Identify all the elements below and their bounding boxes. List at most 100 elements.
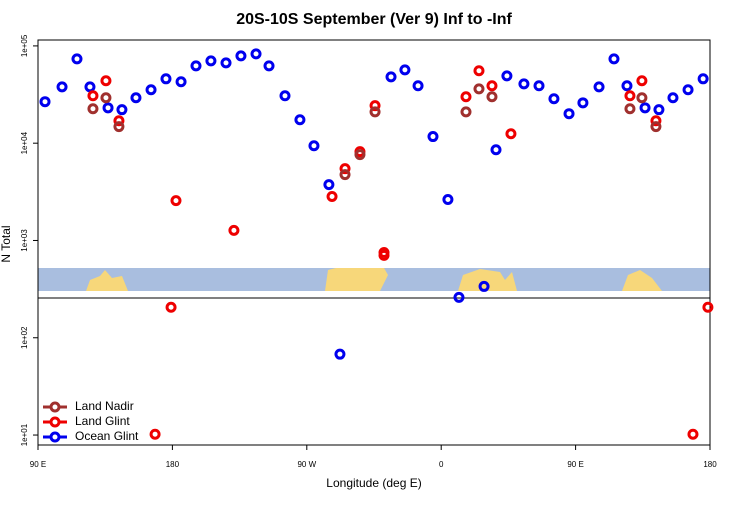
point xyxy=(294,114,306,126)
legend-label: Land Glint xyxy=(75,414,130,428)
point xyxy=(442,193,454,205)
point xyxy=(460,106,472,118)
point xyxy=(39,96,51,108)
point xyxy=(165,301,177,313)
point xyxy=(102,102,114,114)
x-tick-label: 90 E xyxy=(567,460,583,469)
point xyxy=(593,81,605,93)
point xyxy=(399,64,411,76)
point xyxy=(548,93,560,105)
x-axis-label: Longitude (deg E) xyxy=(326,476,421,490)
point xyxy=(354,149,366,161)
point xyxy=(636,75,648,87)
legend-marker xyxy=(49,416,61,428)
point xyxy=(385,71,397,83)
point xyxy=(205,55,217,67)
point xyxy=(473,65,485,77)
point xyxy=(369,106,381,118)
point xyxy=(175,76,187,88)
point xyxy=(621,80,633,92)
land-shape xyxy=(622,270,662,291)
point xyxy=(369,100,381,112)
point xyxy=(533,80,545,92)
point xyxy=(130,92,142,104)
y-tick-label: 1e+03 xyxy=(20,229,29,252)
legend-marker xyxy=(49,401,61,413)
x-tick-label: 90 W xyxy=(297,460,316,469)
point xyxy=(334,348,346,360)
point xyxy=(702,301,714,313)
point xyxy=(608,53,620,65)
legend-label: Ocean Glint xyxy=(75,429,139,443)
point xyxy=(624,103,636,115)
chart-title: 20S-10S September (Ver 9) Inf to -Inf xyxy=(236,11,512,28)
land-band xyxy=(38,268,710,291)
x-tick-label: 180 xyxy=(166,460,180,469)
point xyxy=(339,163,351,175)
point xyxy=(412,80,424,92)
point xyxy=(653,104,665,116)
point xyxy=(190,60,202,72)
y-tick-label: 1e+01 xyxy=(20,423,29,446)
point xyxy=(453,291,465,303)
point xyxy=(250,48,262,60)
point xyxy=(505,128,517,140)
point xyxy=(326,191,338,203)
point xyxy=(639,102,651,114)
point xyxy=(486,80,498,92)
point xyxy=(518,78,530,90)
point xyxy=(87,90,99,102)
point xyxy=(323,179,335,191)
point xyxy=(577,97,589,109)
point xyxy=(486,91,498,103)
x-tick-label: 90 E xyxy=(30,460,46,469)
point xyxy=(687,428,699,440)
y-tick-label: 1e+05 xyxy=(20,34,29,57)
point xyxy=(84,81,96,93)
point xyxy=(228,224,240,236)
point xyxy=(263,60,275,72)
point xyxy=(650,121,662,133)
point xyxy=(501,70,513,82)
point xyxy=(460,91,472,103)
point xyxy=(490,144,502,156)
point xyxy=(473,83,485,95)
point xyxy=(116,104,128,116)
point xyxy=(71,53,83,65)
point xyxy=(682,84,694,96)
legend-label: Land Nadir xyxy=(75,399,134,413)
point xyxy=(667,92,679,104)
point xyxy=(636,92,648,104)
point xyxy=(170,195,182,207)
y-axis-label: N Total xyxy=(0,225,13,262)
x-tick-label: 180 xyxy=(703,460,717,469)
point xyxy=(145,84,157,96)
point xyxy=(113,121,125,133)
point xyxy=(235,50,247,62)
point xyxy=(478,280,490,292)
point xyxy=(279,90,291,102)
point xyxy=(160,73,172,85)
plot-frame xyxy=(37,39,711,446)
land-shape xyxy=(86,270,128,291)
point xyxy=(378,249,390,261)
point xyxy=(624,90,636,102)
point xyxy=(308,140,320,152)
point xyxy=(563,108,575,120)
legend-marker xyxy=(49,431,61,443)
point xyxy=(650,115,662,127)
land-shape xyxy=(325,268,388,291)
point xyxy=(220,57,232,69)
x-tick-label: 0 xyxy=(439,460,444,469)
point xyxy=(697,73,709,85)
point xyxy=(56,81,68,93)
point xyxy=(149,428,161,440)
point xyxy=(100,75,112,87)
point xyxy=(113,115,125,127)
y-tick-label: 1e+04 xyxy=(20,131,29,154)
point xyxy=(339,169,351,181)
y-tick-label: 1e+02 xyxy=(20,326,29,349)
point xyxy=(427,131,439,143)
land-shape xyxy=(458,269,517,291)
